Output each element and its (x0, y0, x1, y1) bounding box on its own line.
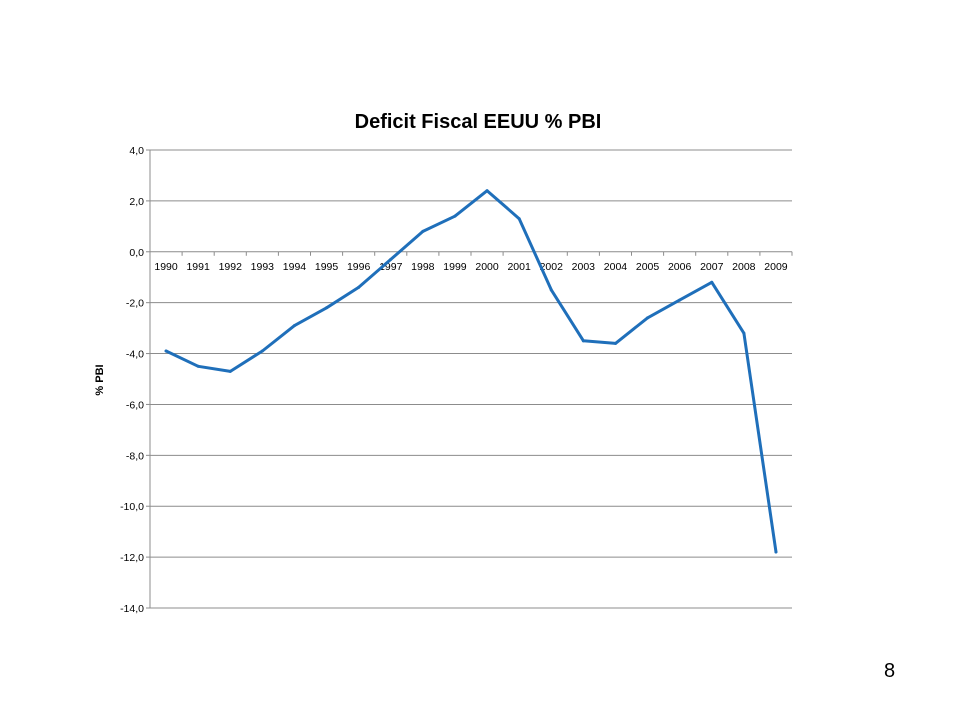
x-tick-label: 1999 (443, 261, 467, 273)
x-tick-label: 2006 (668, 261, 692, 273)
data-point (549, 288, 553, 292)
x-tick-label: 1991 (186, 261, 210, 273)
data-point (485, 189, 489, 193)
y-tick-label: 4,0 (129, 145, 144, 157)
chart-title: Deficit Fiscal EEUU % PBI (355, 111, 602, 133)
x-tick-label: 2009 (764, 261, 788, 273)
data-point (292, 324, 296, 328)
y-tick-label: -2,0 (126, 298, 144, 310)
y-tick-label: -10,0 (120, 501, 144, 513)
y-tick-label: -14,0 (120, 603, 144, 615)
y-axis-title: % PBI (94, 364, 106, 395)
y-tick-label: 2,0 (129, 196, 144, 208)
x-tick-label: 2002 (540, 261, 564, 273)
x-tick-label: 1994 (283, 261, 307, 273)
page-number: 8 (884, 660, 896, 682)
x-tick-label: 2008 (732, 261, 756, 273)
x-tick-label: 1992 (219, 261, 243, 273)
gridlines (146, 149, 793, 609)
data-point (196, 364, 200, 368)
series-line (164, 189, 778, 554)
data-point (325, 306, 329, 310)
x-tick-label: 2001 (507, 261, 531, 273)
data-point (228, 369, 232, 373)
x-tick-label: 1993 (251, 261, 275, 273)
series (164, 189, 778, 554)
data-point (581, 339, 585, 343)
data-point (774, 550, 778, 554)
x-tick-label: 1996 (347, 261, 371, 273)
data-point (389, 257, 393, 261)
data-point (742, 331, 746, 335)
x-tick-label: 2007 (700, 261, 724, 273)
x-tick-label: 2000 (475, 261, 499, 273)
y-tick-label: -4,0 (126, 349, 144, 361)
x-tick-label: 2004 (604, 261, 628, 273)
data-point (517, 217, 521, 221)
y-tick-label: -12,0 (120, 552, 144, 564)
x-tick-labels: 1990 1991 1992 1993 1994 1995 1996 1997 1998 1999… (154, 261, 787, 273)
data-point (421, 229, 425, 233)
x-tick-label: 1998 (411, 261, 435, 273)
data-point (260, 349, 264, 353)
data-point (164, 349, 168, 353)
data-point (613, 341, 617, 345)
x-tick-label: 2003 (572, 261, 596, 273)
data-point (646, 316, 650, 320)
data-point (453, 214, 457, 218)
data-point (678, 298, 682, 302)
y-tick-labels: 4,0 2,0 0,0 -2,0 -4,0 -6,0 -8,0 -10,0 -12,0 -14,0 (120, 145, 144, 615)
x-tick-label: 1995 (315, 261, 339, 273)
y-tick-label: -6,0 (126, 399, 144, 411)
x-tick-label: 1990 (154, 261, 178, 273)
data-point (710, 280, 714, 284)
x-tick-label: 2005 (636, 261, 660, 273)
data-point (357, 285, 361, 289)
y-tick-label: -8,0 (126, 450, 144, 462)
y-tick-label: 0,0 (129, 247, 144, 259)
